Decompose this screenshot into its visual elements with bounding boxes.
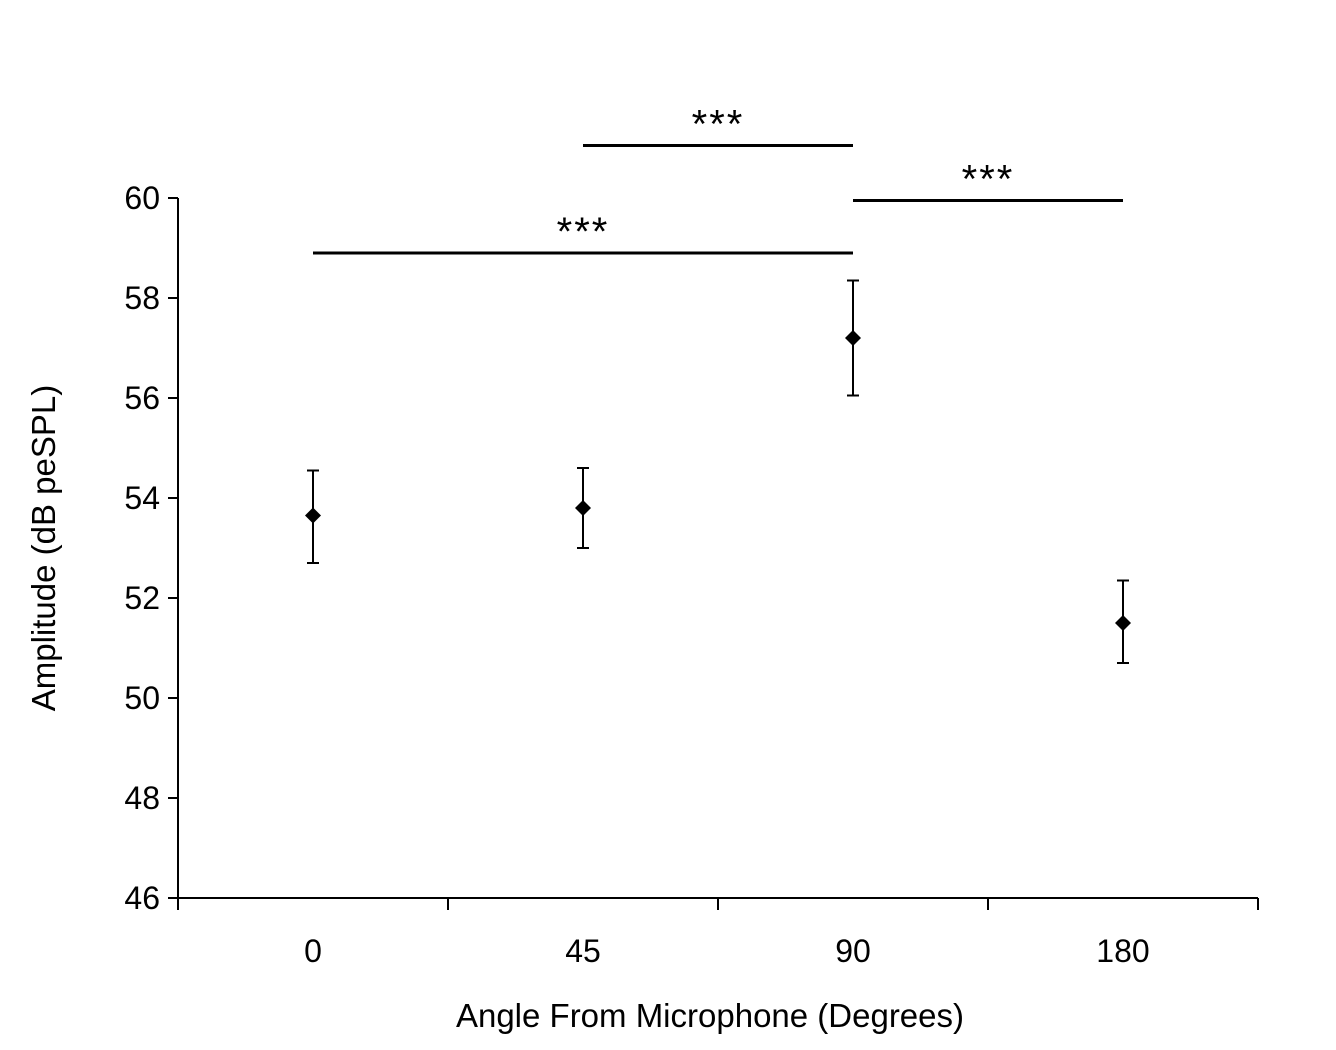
y-tick-label: 58: [124, 280, 160, 316]
x-tick-label: 0: [304, 933, 322, 969]
data-point-marker: [305, 507, 321, 524]
x-tick-label: 90: [835, 933, 871, 969]
y-tick-label: 48: [124, 780, 160, 816]
data-point-marker: [1115, 615, 1131, 631]
y-tick-label: 54: [124, 480, 160, 516]
x-tick-label: 45: [565, 933, 601, 969]
y-tick-label: 50: [124, 680, 160, 716]
y-tick-label: 56: [124, 380, 160, 416]
significance-label: ***: [962, 158, 1015, 202]
y-axis-label: Amplitude (dB peSPL): [25, 385, 62, 712]
x-tick-label: 180: [1096, 933, 1149, 969]
significance-bars: *** *** ***: [313, 103, 1123, 255]
x-ticks: 0 45 90 180: [177, 898, 1259, 969]
y-tick-label: 60: [124, 180, 160, 216]
significance-label: ***: [692, 103, 745, 147]
data-points: [305, 279, 1131, 664]
y-tick-label: 46: [124, 880, 160, 916]
x-axis-label: Angle From Microphone (Degrees): [456, 997, 964, 1034]
data-point-marker: [575, 500, 591, 516]
data-point-marker: [845, 330, 861, 346]
y-tick-label: 52: [124, 580, 160, 616]
y-ticks: 46 48 50 52 54 56 58 60: [124, 180, 178, 916]
axes: [177, 198, 1258, 899]
significance-label: ***: [557, 210, 610, 254]
